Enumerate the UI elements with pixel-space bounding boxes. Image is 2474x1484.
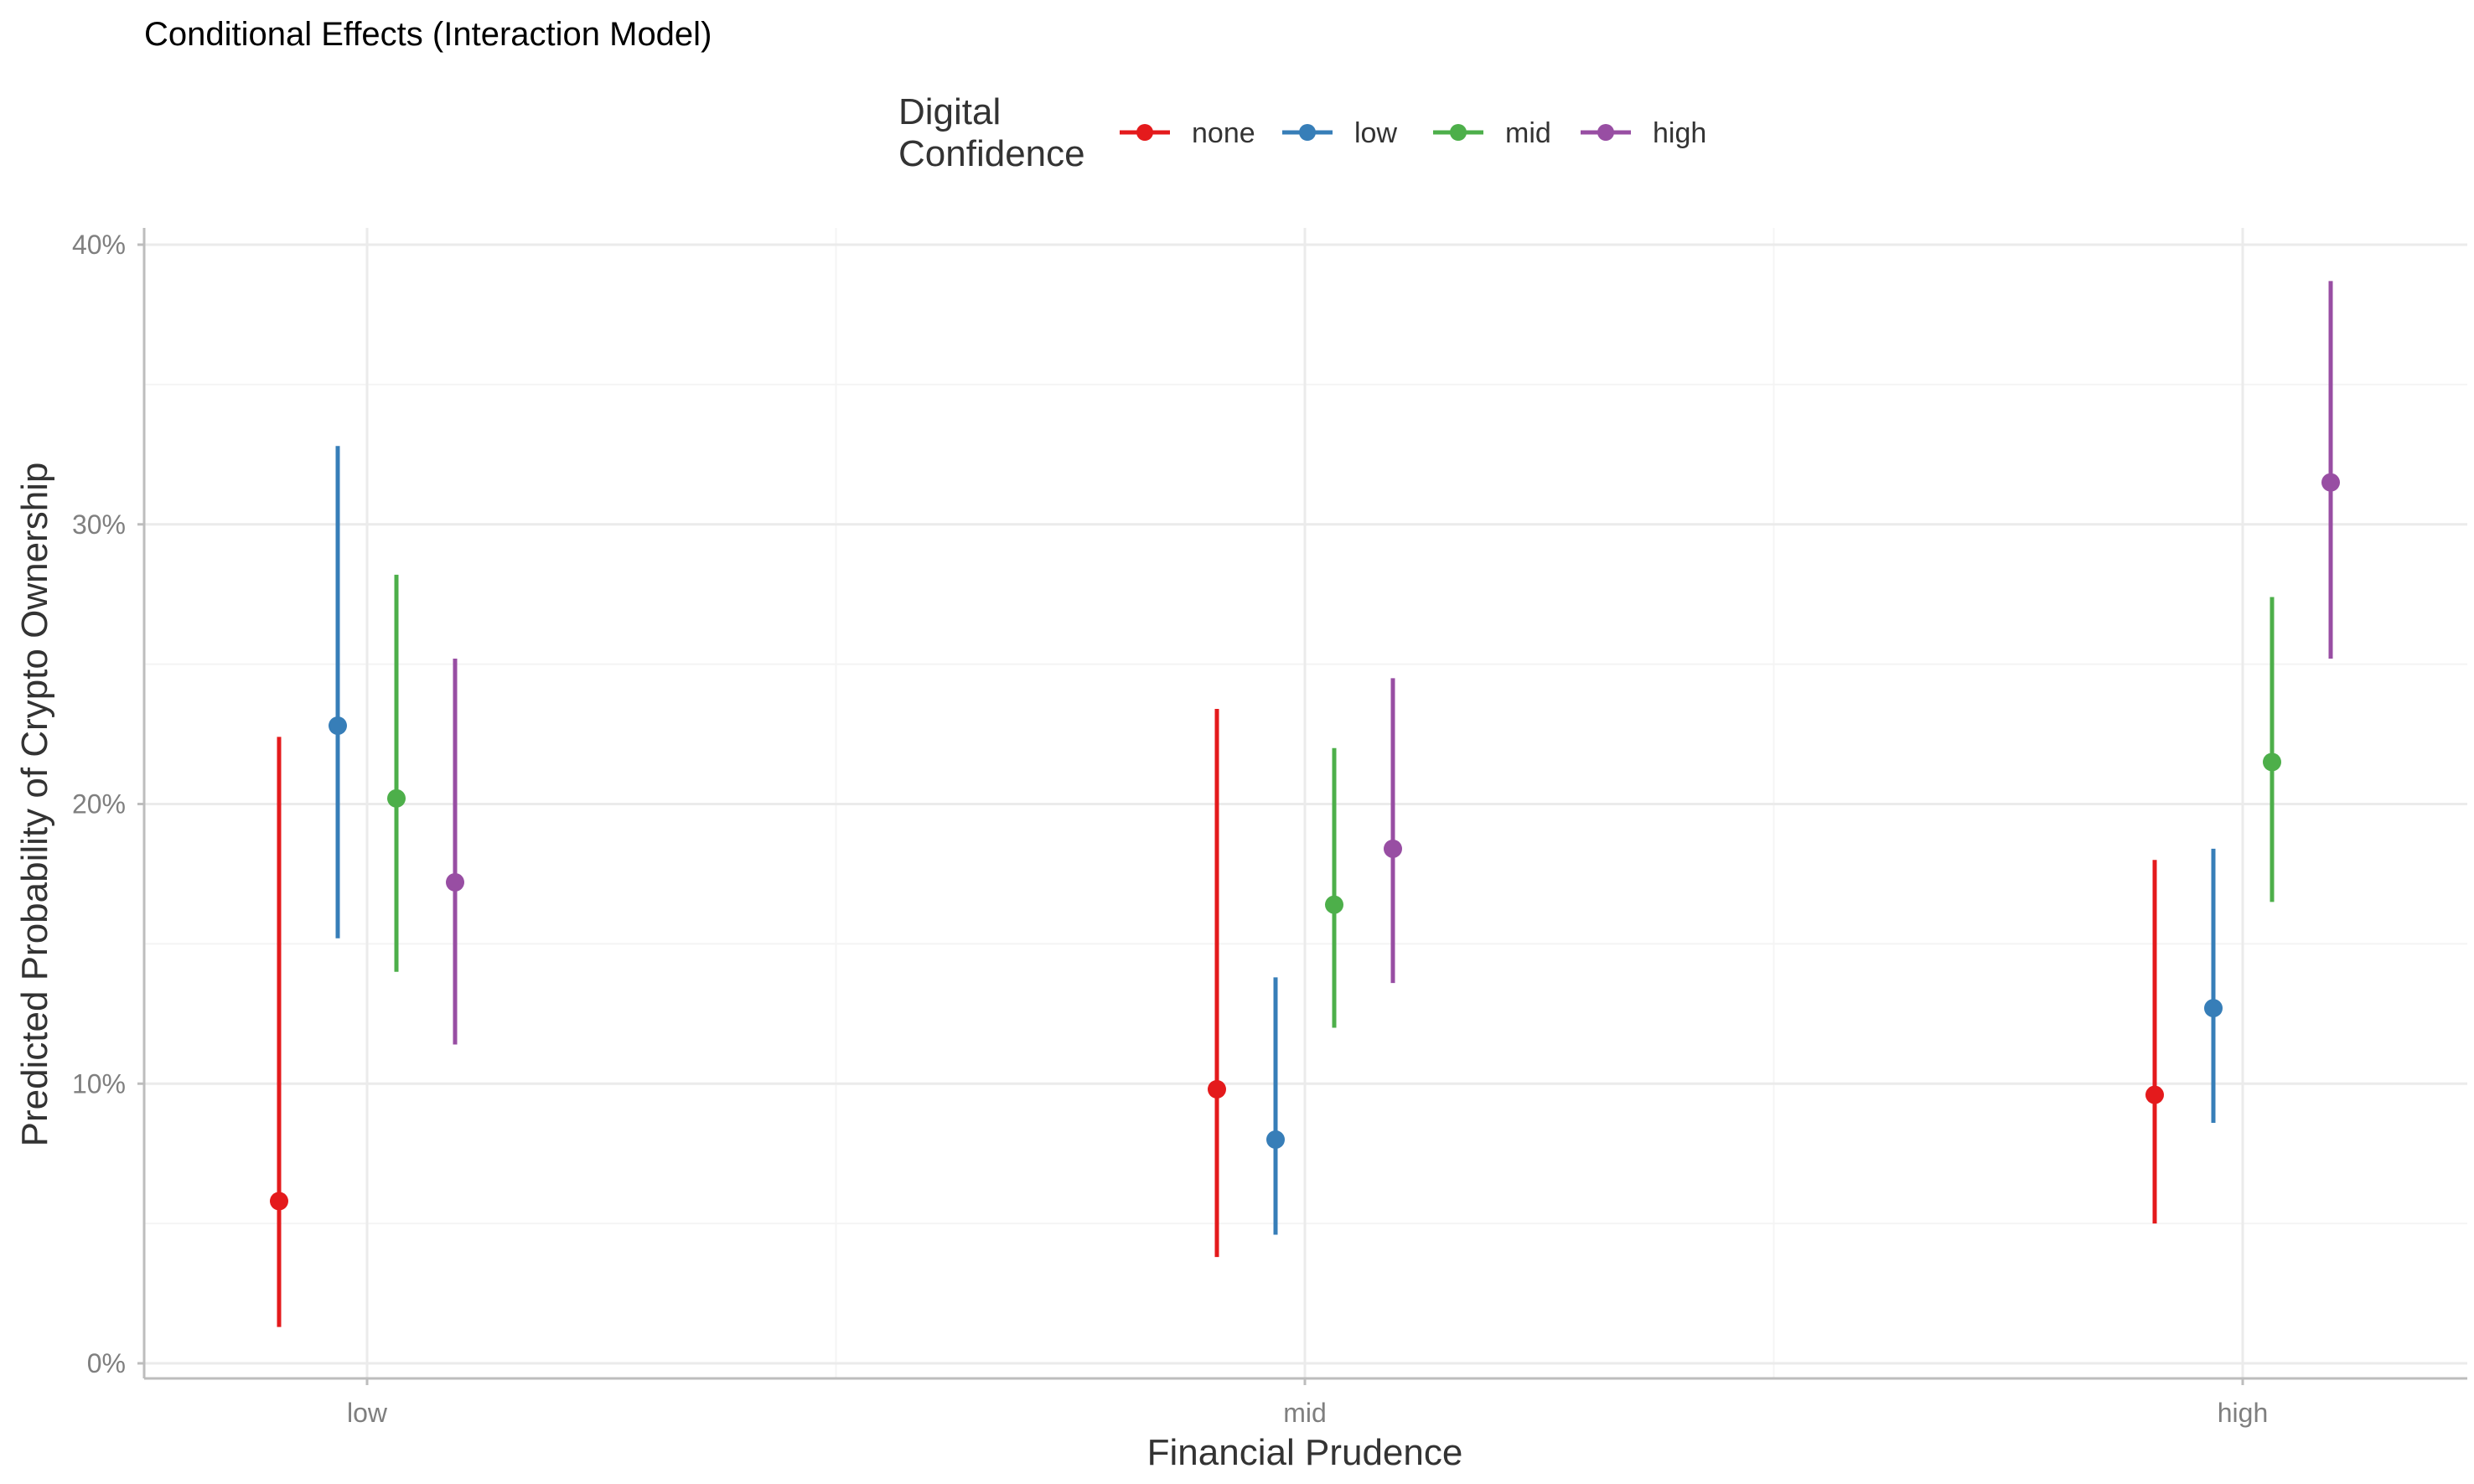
data-point: [329, 716, 347, 736]
x-tick-label: low: [347, 1398, 388, 1428]
data-point: [1325, 895, 1343, 914]
legend: Digital Confidence none low mid high: [898, 91, 1706, 174]
legend-item-high: high: [1581, 117, 1706, 149]
axes: 0% 10% 20% 30% 40% low mid high: [72, 228, 2467, 1428]
chart-title: Conditional Effects (Interaction Model): [144, 16, 712, 53]
x-tick-label: high: [2218, 1398, 2269, 1428]
legend-label: high: [1653, 117, 1706, 149]
data-point: [1384, 839, 1402, 858]
data-point: [446, 872, 464, 892]
y-tick-label: 0%: [87, 1348, 126, 1378]
x-axis-title: Financial Prudence: [1147, 1432, 1463, 1473]
x-tick-label: mid: [1283, 1398, 1327, 1428]
data-point: [2145, 1085, 2164, 1104]
data-point: [2263, 752, 2281, 772]
data-point: [2321, 473, 2340, 492]
legend-item-low: low: [1282, 117, 1397, 149]
data-marks: [270, 281, 2340, 1327]
series-none: [270, 709, 2164, 1327]
series-high: [446, 281, 2340, 1045]
data-point: [2204, 999, 2223, 1018]
series-low: [329, 446, 2223, 1235]
legend-key-point: [1450, 124, 1467, 141]
legend-item-mid: mid: [1433, 117, 1551, 149]
legend-label: none: [1192, 117, 1255, 149]
data-point: [1266, 1130, 1285, 1149]
legend-key-point: [1597, 124, 1614, 141]
series-mid: [387, 574, 2281, 1028]
y-tick-label: 20%: [72, 789, 126, 820]
y-axis-title: Predicted Probability of Crypto Ownershi…: [14, 463, 55, 1147]
legend-item-none: none: [1120, 117, 1255, 149]
data-point: [387, 789, 406, 808]
legend-key-point: [1299, 124, 1316, 141]
y-tick-label: 10%: [72, 1068, 126, 1099]
y-tick-label: 40%: [72, 230, 126, 260]
legend-key-point: [1136, 124, 1153, 141]
data-point: [270, 1192, 288, 1211]
y-tick-label: 30%: [72, 509, 126, 540]
legend-title: Digital Confidence: [898, 91, 1085, 174]
legend-label: low: [1354, 117, 1397, 149]
data-point: [1208, 1079, 1226, 1099]
legend-label: mid: [1505, 117, 1551, 149]
grid: [144, 228, 2467, 1378]
